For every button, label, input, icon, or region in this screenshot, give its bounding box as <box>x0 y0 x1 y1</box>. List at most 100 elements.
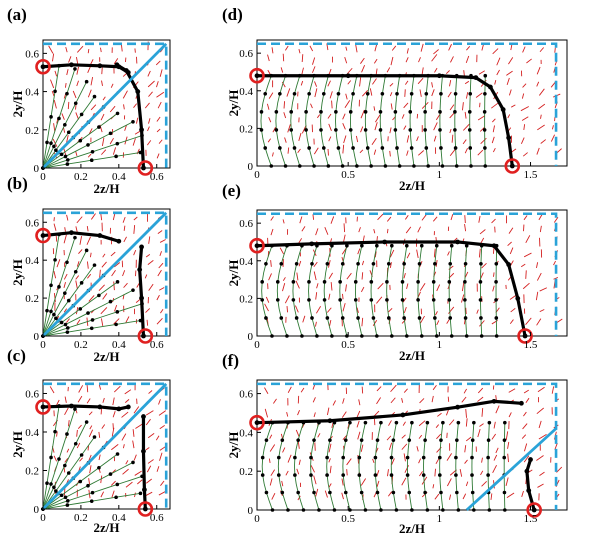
streamline-dot <box>49 141 53 146</box>
vector-arrow <box>521 490 524 497</box>
streamline-dot <box>472 420 476 425</box>
vector-arrow <box>159 287 165 291</box>
streamline-dot <box>115 482 120 487</box>
vector-arrow <box>521 93 525 99</box>
y-tick-label: 0.6 <box>25 388 39 400</box>
vector-arrow <box>328 483 332 488</box>
vector-arrow <box>525 317 532 325</box>
vector-arrow <box>496 69 500 76</box>
vector-arrow <box>122 216 126 223</box>
vector-arrow <box>402 297 407 303</box>
vector-arrow <box>110 480 116 486</box>
streamline-dot <box>65 499 70 503</box>
streamline-dot <box>389 455 394 460</box>
streamline-dot <box>408 110 413 114</box>
vector-arrow <box>67 101 70 110</box>
vector-arrow <box>159 69 163 77</box>
streamline-dot <box>92 435 97 439</box>
symmetry-line <box>42 42 168 169</box>
x-tick-label: 1 <box>437 169 443 181</box>
vector-arrow <box>328 260 331 268</box>
vector-arrow <box>436 433 442 440</box>
vector-arrow <box>298 132 302 142</box>
vector-arrow <box>157 101 162 109</box>
y-axis-label: 2y/H <box>10 431 25 458</box>
vector-arrow <box>66 318 70 323</box>
x-axis-label: 2z/H <box>94 520 120 535</box>
streamline-dot <box>114 154 118 159</box>
streamline <box>261 422 273 511</box>
vector-arrow <box>268 92 274 99</box>
streamline-dot <box>131 288 135 292</box>
vector-arrow <box>287 454 292 463</box>
streamline <box>386 245 393 337</box>
streamline-dot <box>78 138 83 143</box>
streamline-dot <box>404 334 409 338</box>
vector-arrow <box>462 493 467 500</box>
streamline-dot <box>503 420 507 425</box>
vector-arrow <box>282 219 285 224</box>
streamline-dot <box>260 455 265 460</box>
vector-arrow <box>124 389 132 395</box>
vector-arrow <box>551 386 555 394</box>
vector-arrow <box>157 269 162 277</box>
x-tick-label: 0 <box>40 512 46 524</box>
vector-arrow <box>267 138 272 143</box>
vector-arrow <box>159 239 166 243</box>
streamline-dot <box>483 91 487 96</box>
streamline-dot <box>275 298 280 302</box>
streamline-dot <box>334 128 338 132</box>
vector-arrow <box>284 295 290 304</box>
streamline-dot <box>438 455 442 460</box>
y-tick-label: 0 <box>34 331 40 343</box>
streamline-dot <box>73 441 78 446</box>
vector-arrow <box>359 149 364 154</box>
vector-arrow <box>505 431 509 441</box>
vector-arrow <box>493 272 495 277</box>
vector-arrow <box>72 90 77 99</box>
vector-arrow <box>296 272 299 281</box>
streamline-dot <box>360 334 364 338</box>
streamline-dot <box>417 316 422 320</box>
vector-arrow <box>539 47 545 53</box>
streamline-dot <box>463 298 467 302</box>
vector-arrow <box>125 481 133 488</box>
streamline-dot <box>469 164 473 168</box>
vector-arrow <box>373 106 376 111</box>
streamline-dot <box>434 334 439 338</box>
vector-arrow <box>100 113 105 121</box>
separatrix-dot <box>254 420 260 426</box>
plot-frame <box>256 379 568 511</box>
streamline-dot <box>487 508 492 512</box>
streamline <box>326 422 335 511</box>
vector-arrow <box>536 147 540 155</box>
vector-arrow <box>156 128 161 133</box>
streamline-dot <box>289 110 294 114</box>
streamline-dot <box>115 280 120 284</box>
streamline-dot <box>264 316 268 320</box>
streamline-dot <box>259 128 264 132</box>
vector-arrow <box>98 431 101 438</box>
vector-arrow <box>109 137 114 145</box>
vector-arrow <box>133 454 137 461</box>
vector-arrow <box>406 135 410 143</box>
vector-arrow <box>329 319 332 327</box>
vector-arrow <box>477 428 481 438</box>
streamline <box>503 422 506 511</box>
vector-arrow <box>346 469 348 476</box>
streamline-dot <box>487 420 492 425</box>
panel-d: (d) 0 0.5 1 1.5 0 0.2 0.4 0.6 2z/H 2y/H <box>222 5 568 193</box>
vector-arrow <box>297 495 301 501</box>
vector-arrow <box>446 70 450 74</box>
streamline-dot <box>393 110 398 114</box>
streamline-dot <box>270 508 275 512</box>
x-tick-label: 1.5 <box>524 513 538 525</box>
x-tick-label: 0.5 <box>341 339 355 351</box>
vector-arrow <box>121 411 129 418</box>
vector-arrow <box>301 54 304 63</box>
vector-arrow <box>133 225 136 234</box>
streamline-dot <box>486 455 490 460</box>
vector-arrow <box>343 223 346 233</box>
vector-arrow <box>122 444 125 449</box>
vector-arrow <box>418 150 425 156</box>
